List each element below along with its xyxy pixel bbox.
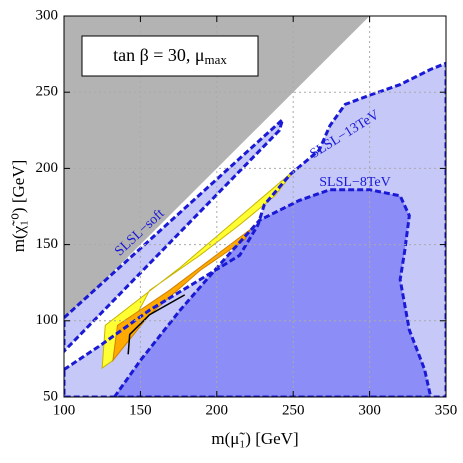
x-tick-label: 300 (358, 402, 381, 418)
title-subscript: max (205, 52, 228, 67)
y-tick-label: 150 (36, 236, 59, 252)
y-tick-label: 100 (36, 312, 59, 328)
title-main: tan β = 30, μ (113, 45, 204, 65)
y-tick-label: 300 (36, 7, 59, 23)
region (112, 228, 251, 363)
x-tick-label: 350 (435, 402, 458, 418)
chart-title: tan β = 30, μmax (113, 45, 227, 67)
y-axis-label: m(χ̃₁⁰) [GeV] (9, 160, 28, 253)
y-tick-label: 200 (36, 160, 59, 176)
x-tick-label: 150 (129, 402, 152, 418)
plot-frame (63, 15, 447, 398)
region (114, 189, 431, 397)
contour-line (127, 294, 186, 355)
x-tick-label: 250 (282, 402, 305, 418)
y-tick-label: 50 (43, 388, 58, 404)
region-boundary (112, 188, 433, 397)
x-tick-label: 200 (206, 402, 229, 418)
region-label: SLSL−8TeV (319, 175, 390, 190)
x-tick-label: 100 (53, 402, 76, 418)
title-box (81, 35, 259, 77)
y-tick-label: 250 (36, 84, 59, 100)
region-boundary (64, 61, 446, 397)
region-boundary (64, 114, 286, 354)
x-axis-label: m(μ̃₁) [GeV] (211, 429, 298, 448)
